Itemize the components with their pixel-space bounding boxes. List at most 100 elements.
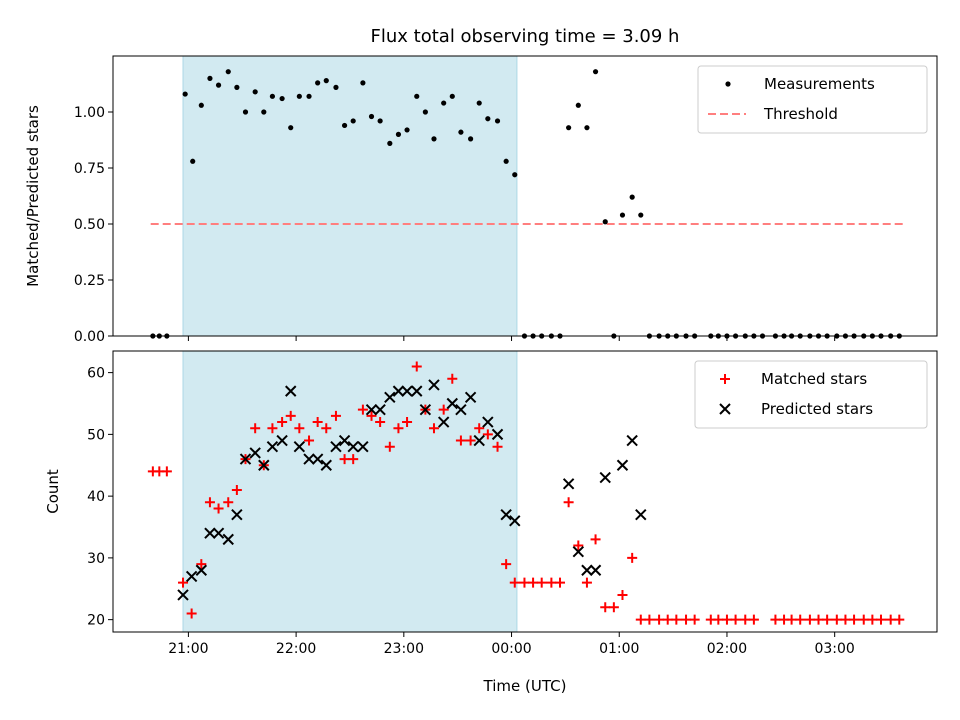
measurement-point (449, 93, 455, 99)
measurement-point (315, 80, 321, 86)
measurement-point (476, 100, 482, 106)
predicted-star-point (249, 447, 261, 459)
matched-star-point (671, 614, 682, 625)
legend-measurement-marker (725, 81, 731, 87)
predicted-star-point (572, 546, 585, 558)
matched-star-point (730, 614, 741, 625)
measurement-point (190, 158, 196, 164)
predicted-star-point (509, 515, 521, 527)
series-predicted-stars (177, 379, 647, 601)
predicted-star-point (626, 434, 638, 447)
measurement-point (592, 69, 599, 75)
x-tick-label: 02:00 (707, 641, 747, 657)
y-tick-label: 40 (87, 489, 105, 505)
matched-star-point (482, 429, 493, 440)
measurement-point (584, 125, 590, 131)
legend-box (694, 360, 928, 429)
predicted-star-point (616, 459, 629, 471)
matched-star-point (357, 404, 368, 415)
matched-star-point (563, 497, 574, 508)
matched-star-point (662, 614, 673, 625)
matched-star-point (455, 435, 466, 446)
matched-star-point (740, 614, 751, 625)
matched-star-point (831, 614, 842, 625)
legend: Measurements Threshold (697, 65, 928, 134)
matched-star-point (447, 373, 458, 384)
matched-star-point (267, 423, 278, 434)
measurement-point (225, 69, 231, 75)
predicted-star-point (437, 416, 450, 428)
measurement-point (566, 125, 572, 131)
measurement-point (395, 131, 402, 137)
matched-star-point (822, 614, 833, 625)
predicted-star-point (222, 533, 234, 546)
predicted-star-point (347, 441, 359, 453)
y-tick-label: 0.50 (74, 217, 105, 233)
measurement-point (207, 75, 213, 81)
matched-star-point (858, 614, 869, 625)
measurement-point (503, 158, 509, 164)
measurement-point (602, 219, 608, 225)
measurement-point (377, 118, 383, 124)
measurement-point (242, 109, 249, 115)
panel-2: 20 30 40 50 60 21:00 22:00 23:00 00:00 01:00 02:00… (44, 350, 938, 657)
predicted-star-point (311, 453, 324, 465)
predicted-star-point (276, 434, 288, 447)
predicted-star-point (231, 508, 243, 521)
matched-star-point (627, 552, 638, 563)
matched-star-point (231, 484, 242, 495)
predicted-star-point (428, 379, 440, 391)
matched-star-point (885, 614, 896, 625)
legend: Matched stars Predicted stars (694, 360, 928, 429)
measurement-point (494, 118, 501, 124)
measurement-point (414, 93, 420, 99)
matched-star-point (770, 614, 781, 625)
matched-star-point (681, 614, 692, 625)
measurement-point (296, 93, 302, 99)
predicted-star-point (258, 459, 270, 471)
matched-star-point (555, 577, 566, 588)
x-tick-label: 21:00 (168, 641, 208, 657)
matched-star-point (375, 417, 386, 428)
legend-matched-marker (720, 374, 730, 384)
observing-window (183, 56, 517, 336)
matched-star-point (519, 577, 530, 588)
measurement-point (360, 80, 366, 86)
matched-star-point (748, 614, 759, 625)
matched-star-point (721, 614, 732, 625)
predicted-star-point (357, 441, 369, 453)
predicted-star-point (177, 589, 189, 601)
matched-star-point (204, 497, 215, 508)
y-axis-label: Matched/Predicted stars (24, 105, 42, 287)
axes-frame (112, 350, 938, 633)
measurement-point (261, 109, 267, 115)
measurement-point (333, 84, 339, 90)
x-tick-label: 22:00 (276, 641, 316, 657)
predicted-star-point (500, 508, 512, 521)
matched-star-point (339, 454, 350, 465)
measurement-point (350, 118, 356, 124)
predicted-star-point (599, 471, 611, 484)
predicted-star-point (491, 428, 504, 441)
measurement-point (404, 127, 410, 133)
matched-star-point (312, 417, 323, 428)
matched-star-point (654, 614, 665, 625)
matched-star-point (536, 577, 547, 588)
matched-star-point (849, 614, 860, 625)
predicted-star-point (401, 385, 413, 397)
series-matched-stars (147, 361, 905, 625)
matched-star-point (546, 577, 557, 588)
predicted-star-point (446, 397, 459, 410)
matched-star-point (321, 423, 332, 434)
predicted-star-point (285, 385, 297, 397)
predicted-star-point (411, 385, 423, 397)
matched-star-point (813, 614, 824, 625)
matched-star-point (438, 404, 449, 415)
x-tick-label: 01:00 (599, 641, 639, 657)
x-tick-label: 23:00 (384, 641, 424, 657)
matched-star-point (348, 454, 359, 465)
predicted-star-point (204, 527, 216, 539)
measurement-point (629, 194, 635, 200)
matched-star-point (689, 614, 700, 625)
